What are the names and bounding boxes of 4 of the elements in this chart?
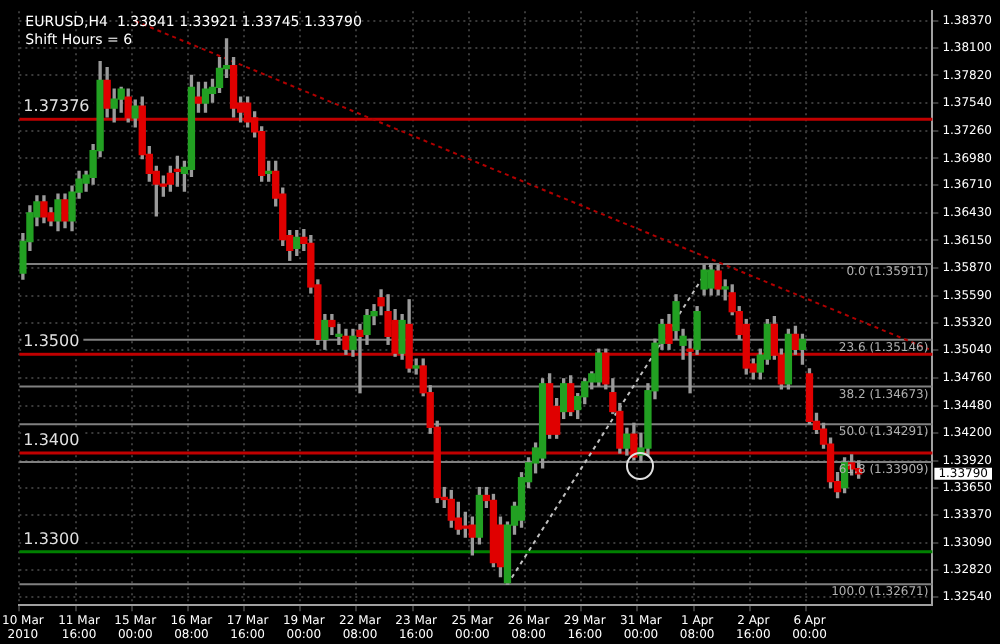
ref-line-label: 1.3400	[23, 431, 80, 450]
ref-line-label: 1.37376	[23, 97, 90, 116]
ref-line-label: 1.3500	[23, 332, 80, 351]
ref-line-label: 1.3300	[23, 529, 80, 548]
